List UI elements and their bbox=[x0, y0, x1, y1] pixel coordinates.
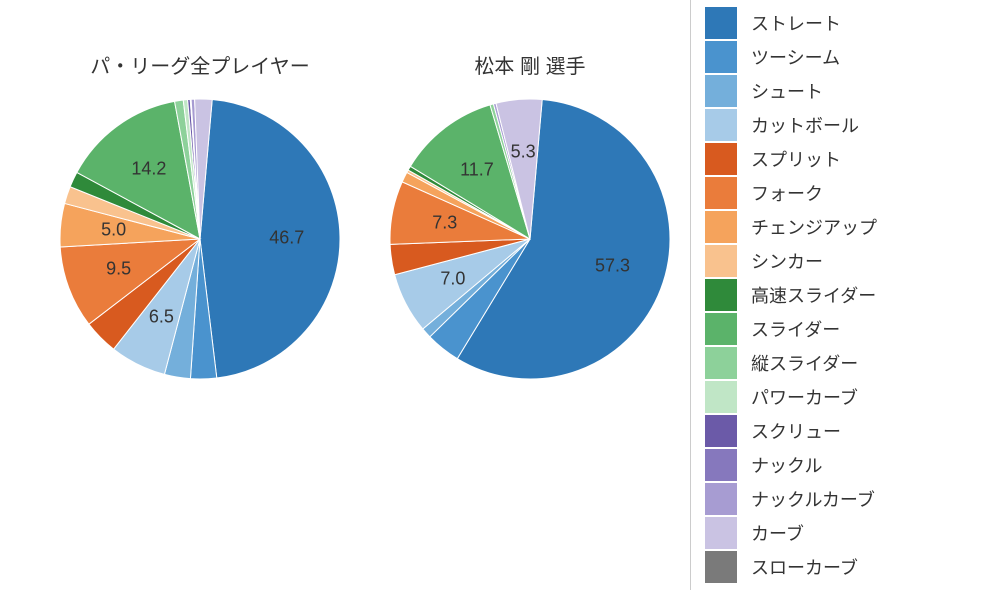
legend-swatch bbox=[705, 313, 737, 345]
legend-swatch bbox=[705, 245, 737, 277]
legend-item: 高速スライダー bbox=[705, 278, 980, 312]
legend-swatch bbox=[705, 177, 737, 209]
legend-label: ナックルカーブ bbox=[751, 486, 875, 512]
legend-label: シュート bbox=[751, 78, 823, 104]
legend-label: チェンジアップ bbox=[751, 214, 877, 240]
pie-svg bbox=[390, 99, 670, 379]
legend-item: ナックル bbox=[705, 448, 980, 482]
legend-label: ナックル bbox=[751, 452, 822, 478]
legend-swatch bbox=[705, 381, 737, 413]
legend-swatch bbox=[705, 211, 737, 243]
legend-item: シンカー bbox=[705, 244, 980, 278]
chart-container: パ・リーグ全プレイヤー 46.76.59.55.014.2 松本 剛 選手 57… bbox=[0, 0, 1000, 600]
legend-swatch bbox=[705, 415, 737, 447]
legend-swatch bbox=[705, 449, 737, 481]
pie-canvas-league: 46.76.59.55.014.2 bbox=[60, 99, 340, 379]
legend-label: カーブ bbox=[751, 520, 804, 546]
legend-swatch bbox=[705, 7, 737, 39]
legend-label: スクリュー bbox=[751, 418, 841, 444]
legend-label: ストレート bbox=[751, 10, 841, 36]
legend-swatch bbox=[705, 483, 737, 515]
legend-label: スライダー bbox=[751, 316, 840, 342]
pie-svg bbox=[60, 99, 340, 379]
legend-label: 高速スライダー bbox=[751, 282, 876, 308]
legend-item: スライダー bbox=[705, 312, 980, 346]
legend-item: カットボール bbox=[705, 108, 980, 142]
pie-chart-player: 松本 剛 選手 57.37.07.311.75.3 bbox=[370, 50, 690, 379]
legend-swatch bbox=[705, 75, 737, 107]
charts-area: パ・リーグ全プレイヤー 46.76.59.55.014.2 松本 剛 選手 57… bbox=[0, 0, 680, 600]
legend-item: カーブ bbox=[705, 516, 980, 550]
legend-label: 縦スライダー bbox=[751, 350, 858, 376]
pie-slice bbox=[200, 100, 340, 378]
legend-swatch bbox=[705, 279, 737, 311]
legend-label: フォーク bbox=[751, 180, 823, 206]
legend-item: スプリット bbox=[705, 142, 980, 176]
legend: ストレートツーシームシュートカットボールスプリットフォークチェンジアップシンカー… bbox=[690, 0, 990, 590]
legend-swatch bbox=[705, 551, 737, 583]
legend-label: カットボール bbox=[751, 112, 859, 138]
legend-item: スローカーブ bbox=[705, 550, 980, 584]
legend-swatch bbox=[705, 347, 737, 379]
legend-item: ナックルカーブ bbox=[705, 482, 980, 516]
legend-swatch bbox=[705, 109, 737, 141]
chart-title-player: 松本 剛 選手 bbox=[370, 50, 690, 79]
legend-swatch bbox=[705, 41, 737, 73]
legend-item: ツーシーム bbox=[705, 40, 980, 74]
legend-label: ツーシーム bbox=[751, 44, 840, 70]
legend-label: パワーカーブ bbox=[751, 384, 858, 410]
pie-chart-league: パ・リーグ全プレイヤー 46.76.59.55.014.2 bbox=[40, 50, 360, 379]
legend-item: ストレート bbox=[705, 6, 980, 40]
legend-item: 縦スライダー bbox=[705, 346, 980, 380]
legend-item: チェンジアップ bbox=[705, 210, 980, 244]
legend-item: スクリュー bbox=[705, 414, 980, 448]
legend-item: パワーカーブ bbox=[705, 380, 980, 414]
legend-label: スローカーブ bbox=[751, 554, 858, 580]
legend-item: シュート bbox=[705, 74, 980, 108]
legend-swatch bbox=[705, 517, 737, 549]
legend-swatch bbox=[705, 143, 737, 175]
pie-canvas-player: 57.37.07.311.75.3 bbox=[390, 99, 670, 379]
legend-item: フォーク bbox=[705, 176, 980, 210]
chart-title-league: パ・リーグ全プレイヤー bbox=[40, 50, 360, 79]
legend-label: スプリット bbox=[751, 146, 841, 172]
legend-label: シンカー bbox=[751, 248, 823, 274]
